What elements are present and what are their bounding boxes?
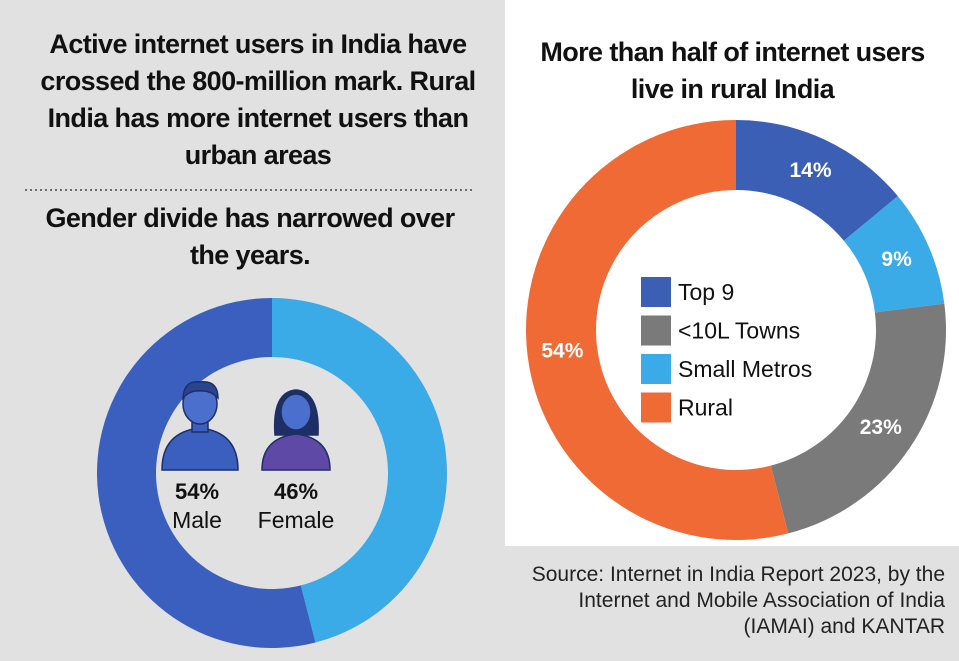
legend-swatch [641,392,671,423]
right-title: More than half of internet users live in… [540,37,925,104]
value-label: 23% [860,416,902,439]
female-icon [261,389,331,471]
value-label: 54% [541,339,583,362]
category-label: Female [258,507,335,533]
legend-label: Rural [678,395,733,421]
value-label: 54% [175,479,219,504]
donut-slice [843,196,945,313]
value-label: 9% [881,248,912,271]
legend-label: Small Metros [678,356,812,382]
legend-swatch [641,315,671,346]
male-icon [161,381,239,471]
left-title: Gender divide has narrowed over the year… [45,203,455,270]
donut-slice [526,120,789,540]
donut-slice [97,298,316,649]
legend-swatch [641,277,671,307]
value-label: 46% [274,479,318,504]
donut-slice [770,303,947,534]
category-label: Male [172,507,222,533]
legend-label: <10L Towns [678,318,800,344]
donut-slice [736,120,898,241]
headline: Active internet users in India have cros… [40,29,476,170]
legend-label: Top 9 [678,279,734,305]
source-note: Source: Internet in India Report 2023, b… [531,563,945,638]
legend-swatch [641,354,671,384]
value-label: 14% [789,159,831,182]
donut-slice [272,298,448,643]
